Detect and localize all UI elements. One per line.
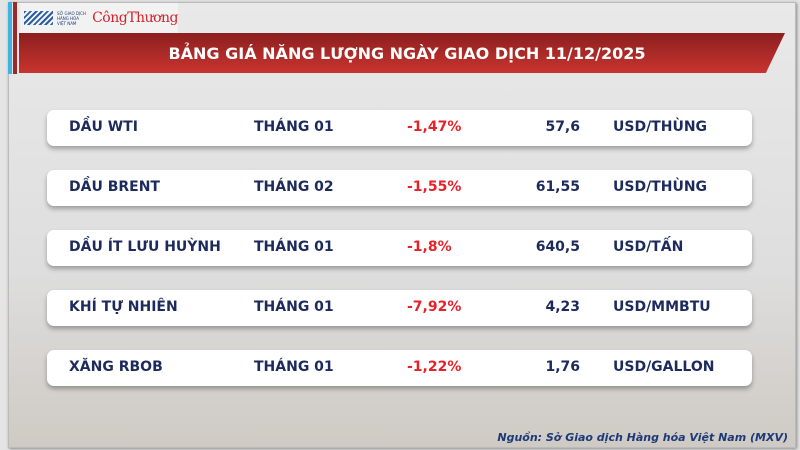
title-banner: BẢNG GIÁ NĂNG LƯỢNG NGÀY GIAO DỊCH 11/12… xyxy=(19,33,785,73)
logo-text: SỞ GIAO DỊCH HÀNG HÓA VIỆT NAM xyxy=(57,10,86,26)
price-unit: USD/GALLON xyxy=(613,359,715,375)
page-title: BẢNG GIÁ NĂNG LƯỢNG NGÀY GIAO DỊCH 11/12… xyxy=(168,43,646,63)
logo: SỞ GIAO DỊCH HÀNG HÓA VIỆT NAM CôngThươn… xyxy=(20,3,178,33)
price-value: 57,6 xyxy=(545,119,580,135)
contract-month: THÁNG 01 xyxy=(254,359,334,375)
contract-month: THÁNG 01 xyxy=(254,239,334,255)
price-value: 640,5 xyxy=(535,239,580,255)
commodity-name: DẦU ÍT LƯU HUỲNH xyxy=(69,239,221,255)
price-change: -1,55% xyxy=(407,179,462,195)
accent-stripe xyxy=(13,2,17,74)
source-note: Nguồn: Sở Giao dịch Hàng hóa Việt Nam (M… xyxy=(497,431,788,444)
price-unit: USD/TẤN xyxy=(613,239,684,255)
mxv-logo-icon xyxy=(24,11,54,25)
accent-stripe xyxy=(8,2,12,74)
commodity-name: DẦU BRENT xyxy=(69,179,160,195)
price-row: DẦU WTI THÁNG 01 -1,47% 57,6 USD/THÙNG xyxy=(47,110,752,146)
contract-month: THÁNG 01 xyxy=(254,119,334,135)
contract-month: THÁNG 02 xyxy=(254,179,334,195)
price-change: -1,47% xyxy=(407,119,462,135)
price-row: DẦU BRENT THÁNG 02 -1,55% 61,55 USD/THÙNG xyxy=(47,170,752,206)
price-unit: USD/MMBTU xyxy=(613,299,711,315)
brand-logo: CôngThương xyxy=(92,10,178,26)
price-unit: USD/THÙNG xyxy=(613,179,708,195)
commodity-name: DẦU WTI xyxy=(69,119,138,135)
price-change: -1,22% xyxy=(407,359,462,375)
commodity-name: XĂNG RBOB xyxy=(69,359,163,375)
price-row: XĂNG RBOB THÁNG 01 -1,22% 1,76 USD/GALLON xyxy=(47,350,752,386)
commodity-name: KHÍ TỰ NHIÊN xyxy=(69,299,178,315)
price-row: KHÍ TỰ NHIÊN THÁNG 01 -7,92% 4,23 USD/MMBTU xyxy=(47,290,752,326)
price-change: -7,92% xyxy=(407,299,462,315)
contract-month: THÁNG 01 xyxy=(254,299,334,315)
price-change: -1,8% xyxy=(407,239,452,255)
price-row: DẦU ÍT LƯU HUỲNH THÁNG 01 -1,8% 640,5 USD/TẤ… xyxy=(47,230,752,266)
price-value: 61,55 xyxy=(535,179,580,195)
price-value: 4,23 xyxy=(545,299,580,315)
price-unit: USD/THÙNG xyxy=(613,119,708,135)
price-value: 1,76 xyxy=(545,359,580,375)
